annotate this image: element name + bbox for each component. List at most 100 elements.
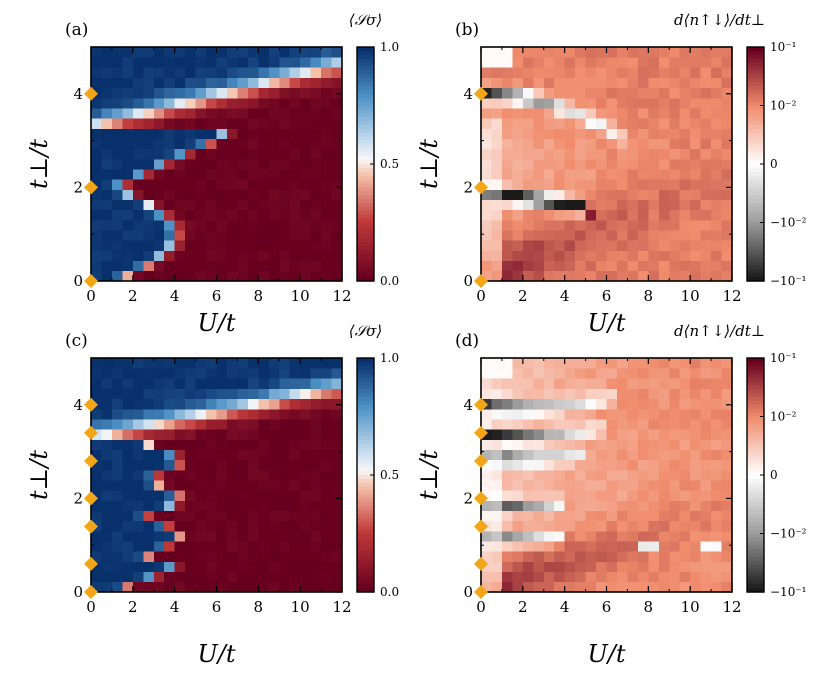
heatmap-cell bbox=[91, 419, 102, 430]
heatmap-cell bbox=[237, 388, 249, 400]
heatmap-cell bbox=[185, 510, 196, 522]
heatmap-cell bbox=[279, 209, 291, 221]
colorbar-segment bbox=[357, 136, 374, 142]
colorbar-segment bbox=[357, 393, 374, 398]
heatmap-cell bbox=[132, 270, 144, 282]
heatmap-cell bbox=[300, 128, 312, 139]
heatmap-cell bbox=[512, 541, 524, 552]
heatmap-cell bbox=[575, 260, 586, 272]
heatmap-cell bbox=[501, 230, 513, 241]
heatmap-cell bbox=[596, 368, 607, 379]
heatmap-cell bbox=[491, 541, 503, 552]
heatmap-cell bbox=[310, 449, 322, 461]
heatmap-cell bbox=[533, 199, 545, 211]
heatmap-cell bbox=[111, 490, 123, 501]
heatmap-cell bbox=[658, 358, 670, 369]
colorbar-segment bbox=[747, 261, 764, 266]
heatmap-cell bbox=[481, 500, 492, 511]
heatmap-cell bbox=[216, 459, 228, 471]
heatmap-cell bbox=[669, 571, 681, 583]
heatmap-cell bbox=[721, 500, 733, 511]
heatmap-cell bbox=[596, 510, 607, 522]
heatmap-cell bbox=[153, 118, 165, 129]
heatmap-cell bbox=[185, 480, 196, 491]
colorbar-segment bbox=[747, 105, 764, 110]
heatmap-cell bbox=[206, 429, 217, 440]
heatmap-cell bbox=[491, 189, 503, 200]
heatmap-cell bbox=[596, 250, 607, 262]
heatmap-cell bbox=[627, 378, 639, 389]
heatmap-cell bbox=[237, 219, 249, 231]
heatmap-cell bbox=[321, 398, 332, 410]
heatmap-cell bbox=[153, 179, 165, 190]
heatmap-cell bbox=[300, 67, 312, 78]
marker bbox=[474, 453, 488, 468]
heatmap-cell bbox=[637, 179, 649, 190]
heatmap-cell bbox=[206, 148, 217, 160]
heatmap-cell bbox=[637, 480, 649, 491]
heatmap-cell bbox=[289, 57, 301, 68]
heatmap-cell bbox=[185, 108, 196, 119]
colorbar-segment bbox=[357, 404, 374, 410]
heatmap-cell bbox=[216, 500, 228, 511]
heatmap-cell bbox=[247, 199, 259, 211]
heatmap-cell bbox=[185, 581, 196, 593]
heatmap-cell bbox=[195, 199, 207, 211]
heatmap-cell bbox=[279, 169, 291, 180]
heatmap-cell bbox=[554, 459, 566, 471]
heatmap-cell bbox=[616, 520, 628, 532]
heatmap-cell bbox=[585, 439, 597, 450]
heatmap-cell bbox=[637, 77, 649, 89]
heatmap-cell bbox=[174, 398, 186, 410]
heatmap-cell bbox=[616, 378, 628, 389]
heatmap-cell bbox=[585, 510, 597, 522]
heatmap-cell bbox=[185, 77, 196, 89]
heatmap-cell bbox=[153, 199, 165, 211]
heatmap-cell bbox=[533, 179, 545, 190]
heatmap-cell bbox=[258, 490, 270, 501]
heatmap-cell bbox=[321, 520, 332, 532]
panel-label: (c) bbox=[65, 331, 88, 351]
heatmap-cell bbox=[237, 138, 249, 150]
heatmap-cell bbox=[91, 230, 102, 241]
colorbar-segment bbox=[357, 164, 374, 169]
heatmap-cell bbox=[491, 108, 503, 119]
heatmap-cell bbox=[543, 561, 555, 573]
heatmap-cell bbox=[596, 388, 607, 400]
heatmap-cell bbox=[564, 179, 576, 190]
heatmap-cell bbox=[268, 108, 280, 119]
heatmap-cell bbox=[554, 571, 566, 583]
heatmap-cell bbox=[174, 57, 186, 68]
heatmap-cell bbox=[185, 199, 196, 211]
heatmap-cell bbox=[606, 240, 618, 251]
heatmap-cell bbox=[174, 148, 186, 160]
heatmap-cell bbox=[700, 469, 712, 481]
colorbar-segment bbox=[747, 253, 764, 259]
heatmap-cell bbox=[111, 148, 123, 160]
heatmap-cell bbox=[226, 469, 238, 481]
heatmap-cell bbox=[289, 250, 301, 262]
heatmap-cell bbox=[164, 108, 176, 119]
heatmap-cell bbox=[226, 209, 238, 221]
heatmap-cell bbox=[658, 388, 670, 400]
heatmap-cell bbox=[247, 189, 259, 200]
heatmap-cell bbox=[690, 561, 702, 573]
heatmap-cell bbox=[721, 199, 733, 211]
heatmap-cell bbox=[658, 561, 670, 573]
heatmap-cell bbox=[575, 108, 586, 119]
colorbar-segment bbox=[747, 576, 764, 581]
heatmap-cell bbox=[300, 469, 312, 481]
heatmap-cell bbox=[185, 459, 196, 471]
heatmap-cell bbox=[143, 57, 155, 68]
colorbar-segment bbox=[747, 459, 764, 464]
heatmap-cell bbox=[331, 77, 343, 89]
colorbar-segment bbox=[357, 218, 374, 224]
heatmap-cell bbox=[543, 128, 555, 139]
heatmap-cell bbox=[216, 469, 228, 481]
heatmap-cell bbox=[195, 189, 207, 200]
heatmap-cell bbox=[585, 270, 597, 282]
x-tick-label: 12 bbox=[332, 598, 351, 616]
heatmap-cell bbox=[606, 490, 618, 501]
heatmap-cell bbox=[331, 250, 343, 262]
heatmap-cell bbox=[669, 398, 681, 410]
